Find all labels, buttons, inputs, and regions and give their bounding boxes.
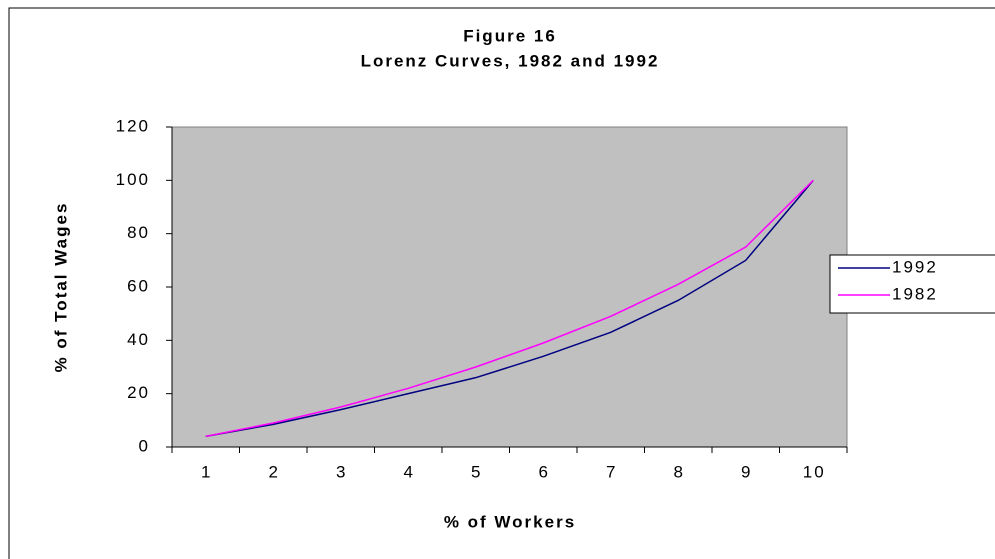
y-tick-label: 80 — [127, 223, 150, 242]
x-tick-label: 3 — [336, 462, 347, 481]
plot-area — [171, 126, 848, 448]
y-tick-label: 40 — [127, 330, 150, 349]
chart-title: Figure 16 — [463, 26, 557, 45]
x-tick-label: 9 — [741, 462, 752, 481]
legend-label: 1982 — [892, 284, 938, 303]
x-axis-label: % of Workers — [444, 512, 576, 531]
x-tick-label: 1 — [201, 462, 212, 481]
y-axis-label: % of Total Wages — [51, 202, 70, 373]
series-line — [205, 179, 814, 438]
y-tick-label: 60 — [127, 276, 150, 295]
y-tick-label: 0 — [139, 436, 150, 455]
x-tick-label: 6 — [539, 462, 550, 481]
y-tick-label: 100 — [116, 170, 150, 189]
x-tick-label: 2 — [269, 462, 280, 481]
legend-label: 1992 — [892, 257, 938, 276]
y-tick-label: 120 — [116, 116, 150, 135]
y-tick-label: 20 — [127, 383, 150, 402]
legend-box — [829, 254, 995, 314]
x-tick-label: 8 — [674, 462, 685, 481]
x-tick-label: 4 — [404, 462, 415, 481]
x-tick-label: 10 — [803, 462, 826, 481]
chart-subtitle: Lorenz Curves, 1982 and 1992 — [361, 51, 660, 70]
x-tick-label: 5 — [471, 462, 482, 481]
x-tick-label: 7 — [606, 462, 617, 481]
series-line — [205, 179, 814, 438]
